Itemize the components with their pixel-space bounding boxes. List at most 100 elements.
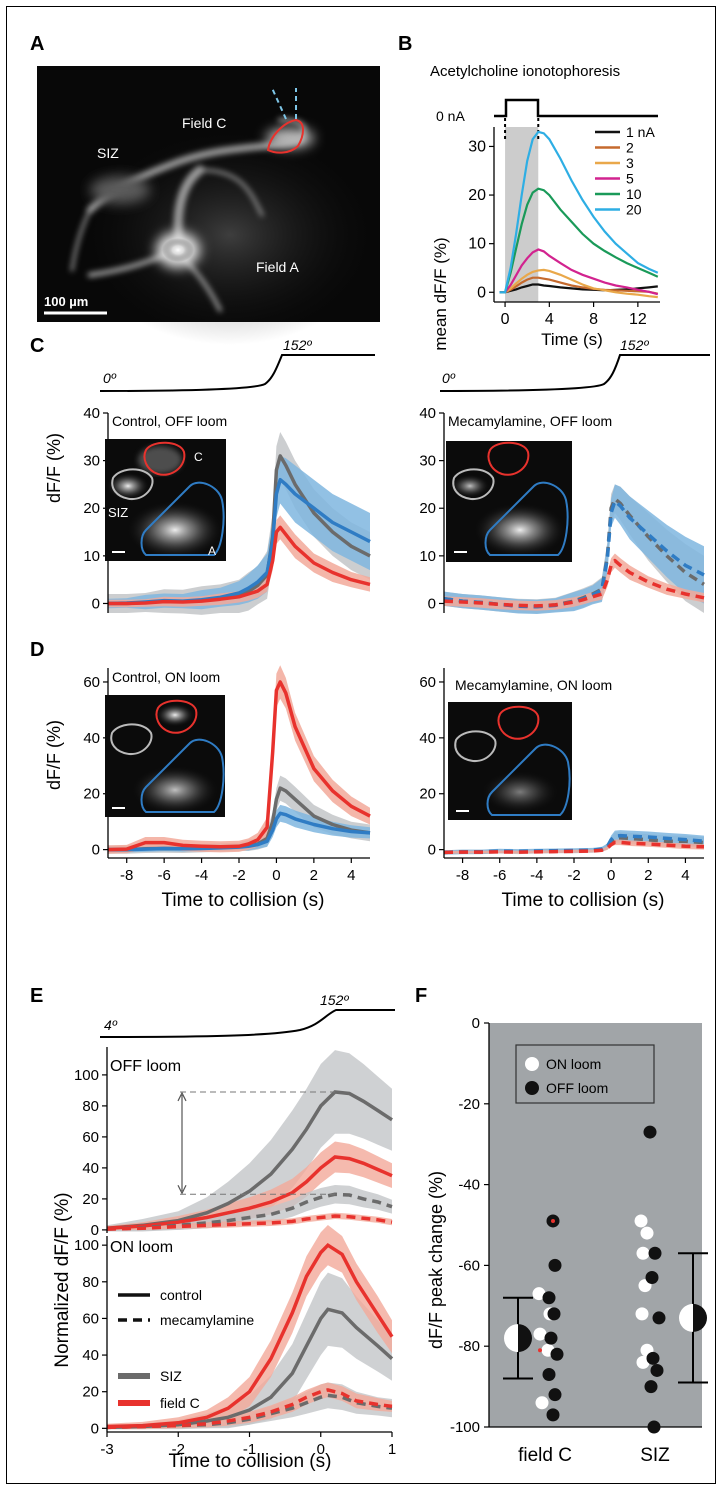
x-tick-label: 2 <box>644 867 652 884</box>
y-tick-label: 40 <box>83 730 100 747</box>
error-band-field-c <box>444 553 704 611</box>
panel-b: Acetylcholine ionotophoresis 0 nA 1 nA23… <box>430 63 660 351</box>
x-tick-label: -2 <box>232 867 245 884</box>
panel-d-right-title: Mecamylamine, ON loom <box>455 677 612 693</box>
inset-c-right <box>446 441 572 562</box>
category-label: field C <box>518 1445 572 1466</box>
y-tick-label: 60 <box>82 1129 99 1146</box>
y-tick-label: 20 <box>83 786 100 803</box>
trace-2 <box>499 276 659 295</box>
highlight-dot <box>551 1218 555 1223</box>
x-tick-label: -2 <box>567 867 580 884</box>
data-point-off-loom <box>647 1420 661 1434</box>
y-tick-label: 0 <box>472 1015 480 1032</box>
x-tick-label: -4 <box>195 867 208 884</box>
y-tick-label: 20 <box>82 1191 99 1208</box>
label-siz: SIZ <box>97 145 119 161</box>
mean-marker-off <box>518 1324 532 1353</box>
series-line-field-a <box>108 811 371 852</box>
chart-c-left: 0 10 20 30 40 <box>83 405 371 615</box>
x-tick-label: 1 <box>388 1441 396 1458</box>
y-tick-label: 30 <box>419 453 436 470</box>
inset-label-c: C <box>194 450 203 464</box>
stim-end-e: 152º <box>320 992 349 1008</box>
legend-label-20: 20 <box>626 202 642 218</box>
trace-10 <box>499 187 659 294</box>
legend-label-5: 5 <box>626 171 634 187</box>
arrowhead-down <box>177 1184 187 1195</box>
error-band-field-a <box>108 455 370 610</box>
y-tick-label: 20 <box>419 500 436 517</box>
y-tick-label: 20 <box>419 786 436 803</box>
scale-bar-label: 100 µm <box>44 294 88 309</box>
data-point-on-loom <box>535 1396 549 1410</box>
panel-b-title: Acetylcholine ionotophoresis <box>430 63 620 80</box>
series-line-field-c <box>108 525 371 606</box>
panel-e-top-title: OFF loom <box>110 1058 181 1075</box>
panel-d-right-xlabel: Time to collision (s) <box>502 890 665 911</box>
x-tick-label: -8 <box>456 867 469 884</box>
data-point-on-loom <box>634 1214 648 1228</box>
stim-start-e: 4º <box>104 1017 118 1033</box>
y-tick-label: 0 <box>92 842 100 859</box>
y-tick-label: -80 <box>458 1338 480 1355</box>
x-tick-label: -8 <box>120 867 133 884</box>
trace-20 <box>499 130 659 294</box>
panel-b-current-label: 0 nA <box>436 108 465 124</box>
highlight-dot <box>538 1348 542 1353</box>
panel-a-micrograph: Field C SIZ Field A 100 µm <box>37 66 380 345</box>
panel-f-legend: ON loom OFF loom <box>515 1044 655 1104</box>
data-point-on-loom <box>532 1287 546 1301</box>
x-tick-label: 4 <box>347 867 355 884</box>
x-tick-label: -1 <box>243 1441 256 1458</box>
y-tick-label: -20 <box>458 1096 480 1113</box>
error-band-field-c-control <box>107 1225 392 1430</box>
legend-on-loom: ON loom <box>546 1056 601 1072</box>
panel-e-ylabel: Normalized dF/F (%) <box>52 1192 73 1367</box>
stim-start-c-left: 0º <box>103 370 117 386</box>
panel-d-ylabel: dF/F (%) <box>44 720 64 790</box>
data-point-off-loom <box>644 1380 658 1394</box>
y-tick-label: 100 <box>74 1237 99 1254</box>
legend-on-loom-marker <box>525 1057 539 1071</box>
y-tick-label: 40 <box>83 405 100 422</box>
legend-label-3: 3 <box>626 155 634 171</box>
field-c-roi-outline <box>266 118 304 154</box>
current-step-trace <box>494 98 658 118</box>
legend-label-1-nA: 1 nA <box>626 124 655 140</box>
error-band-siz-control <box>107 1272 392 1430</box>
x-tick-label: 4 <box>545 311 554 328</box>
x-tick-label: 0 <box>317 1441 325 1458</box>
x-tick-label: 8 <box>589 311 598 328</box>
data-point-on-loom <box>635 1307 649 1321</box>
data-point-on-loom <box>640 1226 654 1240</box>
series-line-field-c-control <box>106 1242 394 1429</box>
data-point-on-loom <box>636 1246 650 1260</box>
inset-label-a: A <box>208 544 216 558</box>
series-line-field-c-mecamylamine <box>106 1214 393 1231</box>
stim-profile-e <box>99 1009 395 1038</box>
x-tick-label: 2 <box>310 867 318 884</box>
stim-end-c-right: 152º <box>620 337 649 353</box>
y-tick-label: 80 <box>82 1274 99 1291</box>
y-tick-label: 60 <box>83 674 100 691</box>
data-point-off-loom <box>544 1331 558 1345</box>
data-point-off-loom <box>542 1291 556 1305</box>
data-point-off-loom <box>648 1246 662 1260</box>
panel-f-background <box>489 1023 702 1427</box>
y-tick-label: 40 <box>419 730 436 747</box>
stim-profile-c-right <box>439 354 710 392</box>
series-line-field-c <box>107 680 371 852</box>
y-tick-label: 10 <box>83 548 100 565</box>
data-point-off-loom <box>550 1347 564 1361</box>
legend-siz: SIZ <box>160 1368 182 1384</box>
y-tick-label: 40 <box>82 1347 99 1364</box>
series-line-field-c <box>443 840 705 855</box>
y-tick-label: 20 <box>468 187 486 204</box>
series-line-field-c-mecamylamine <box>106 1388 393 1430</box>
error-band-field-c-mecamylamine <box>107 1382 392 1429</box>
data-point-off-loom <box>650 1363 664 1377</box>
y-tick-label: 0 <box>428 842 436 859</box>
label-field-a: Field A <box>256 259 299 275</box>
